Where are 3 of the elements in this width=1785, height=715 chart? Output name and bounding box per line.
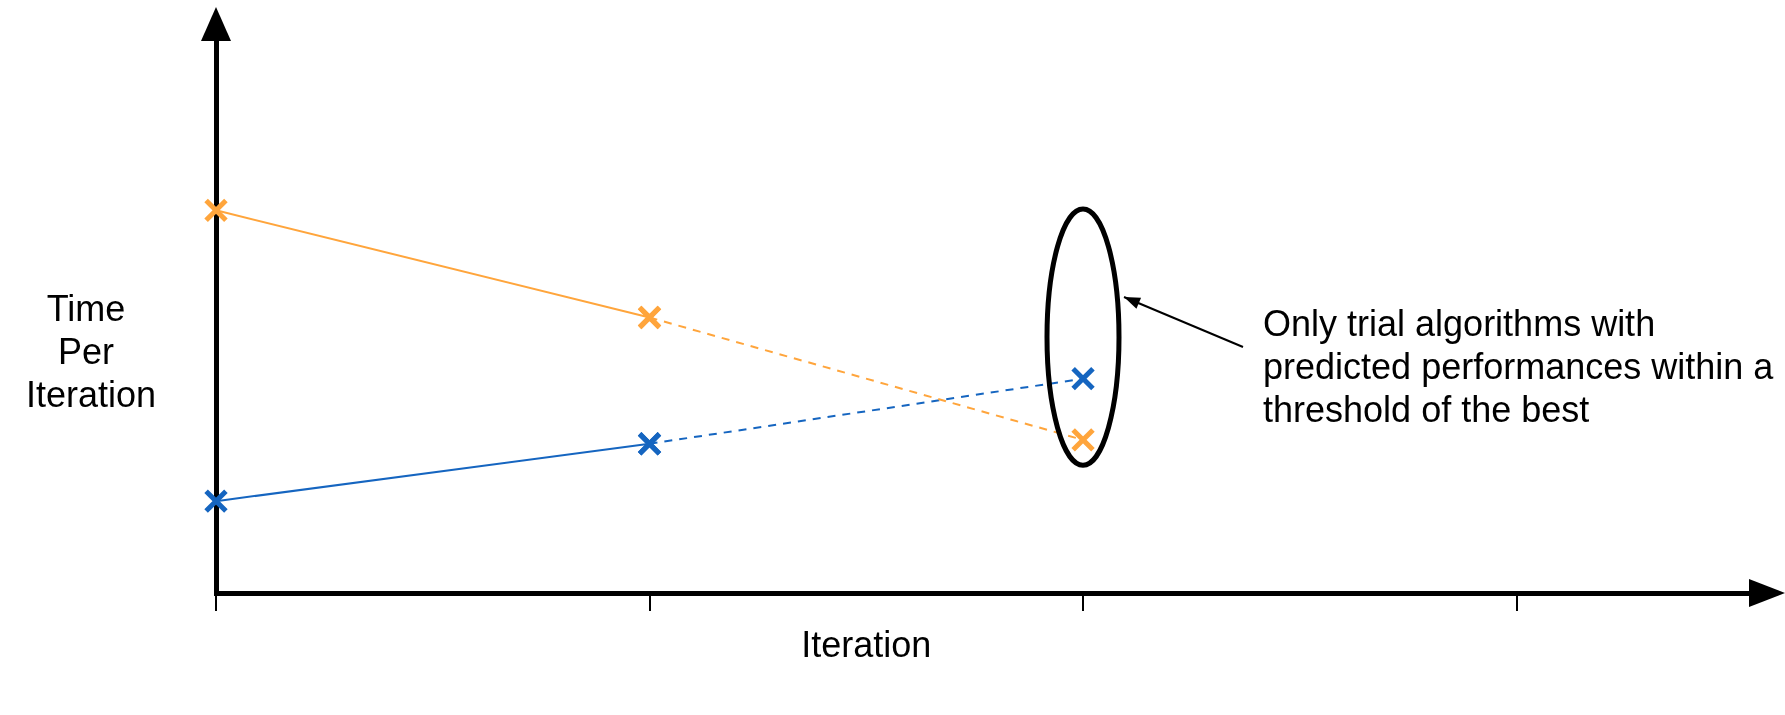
x-axis-title: Iteration bbox=[801, 623, 932, 667]
y-axis-title: Time Per Iteration bbox=[26, 286, 157, 417]
annotation: Only trial algorithms with predicted performances within a threshold of the best bbox=[1263, 301, 1775, 432]
